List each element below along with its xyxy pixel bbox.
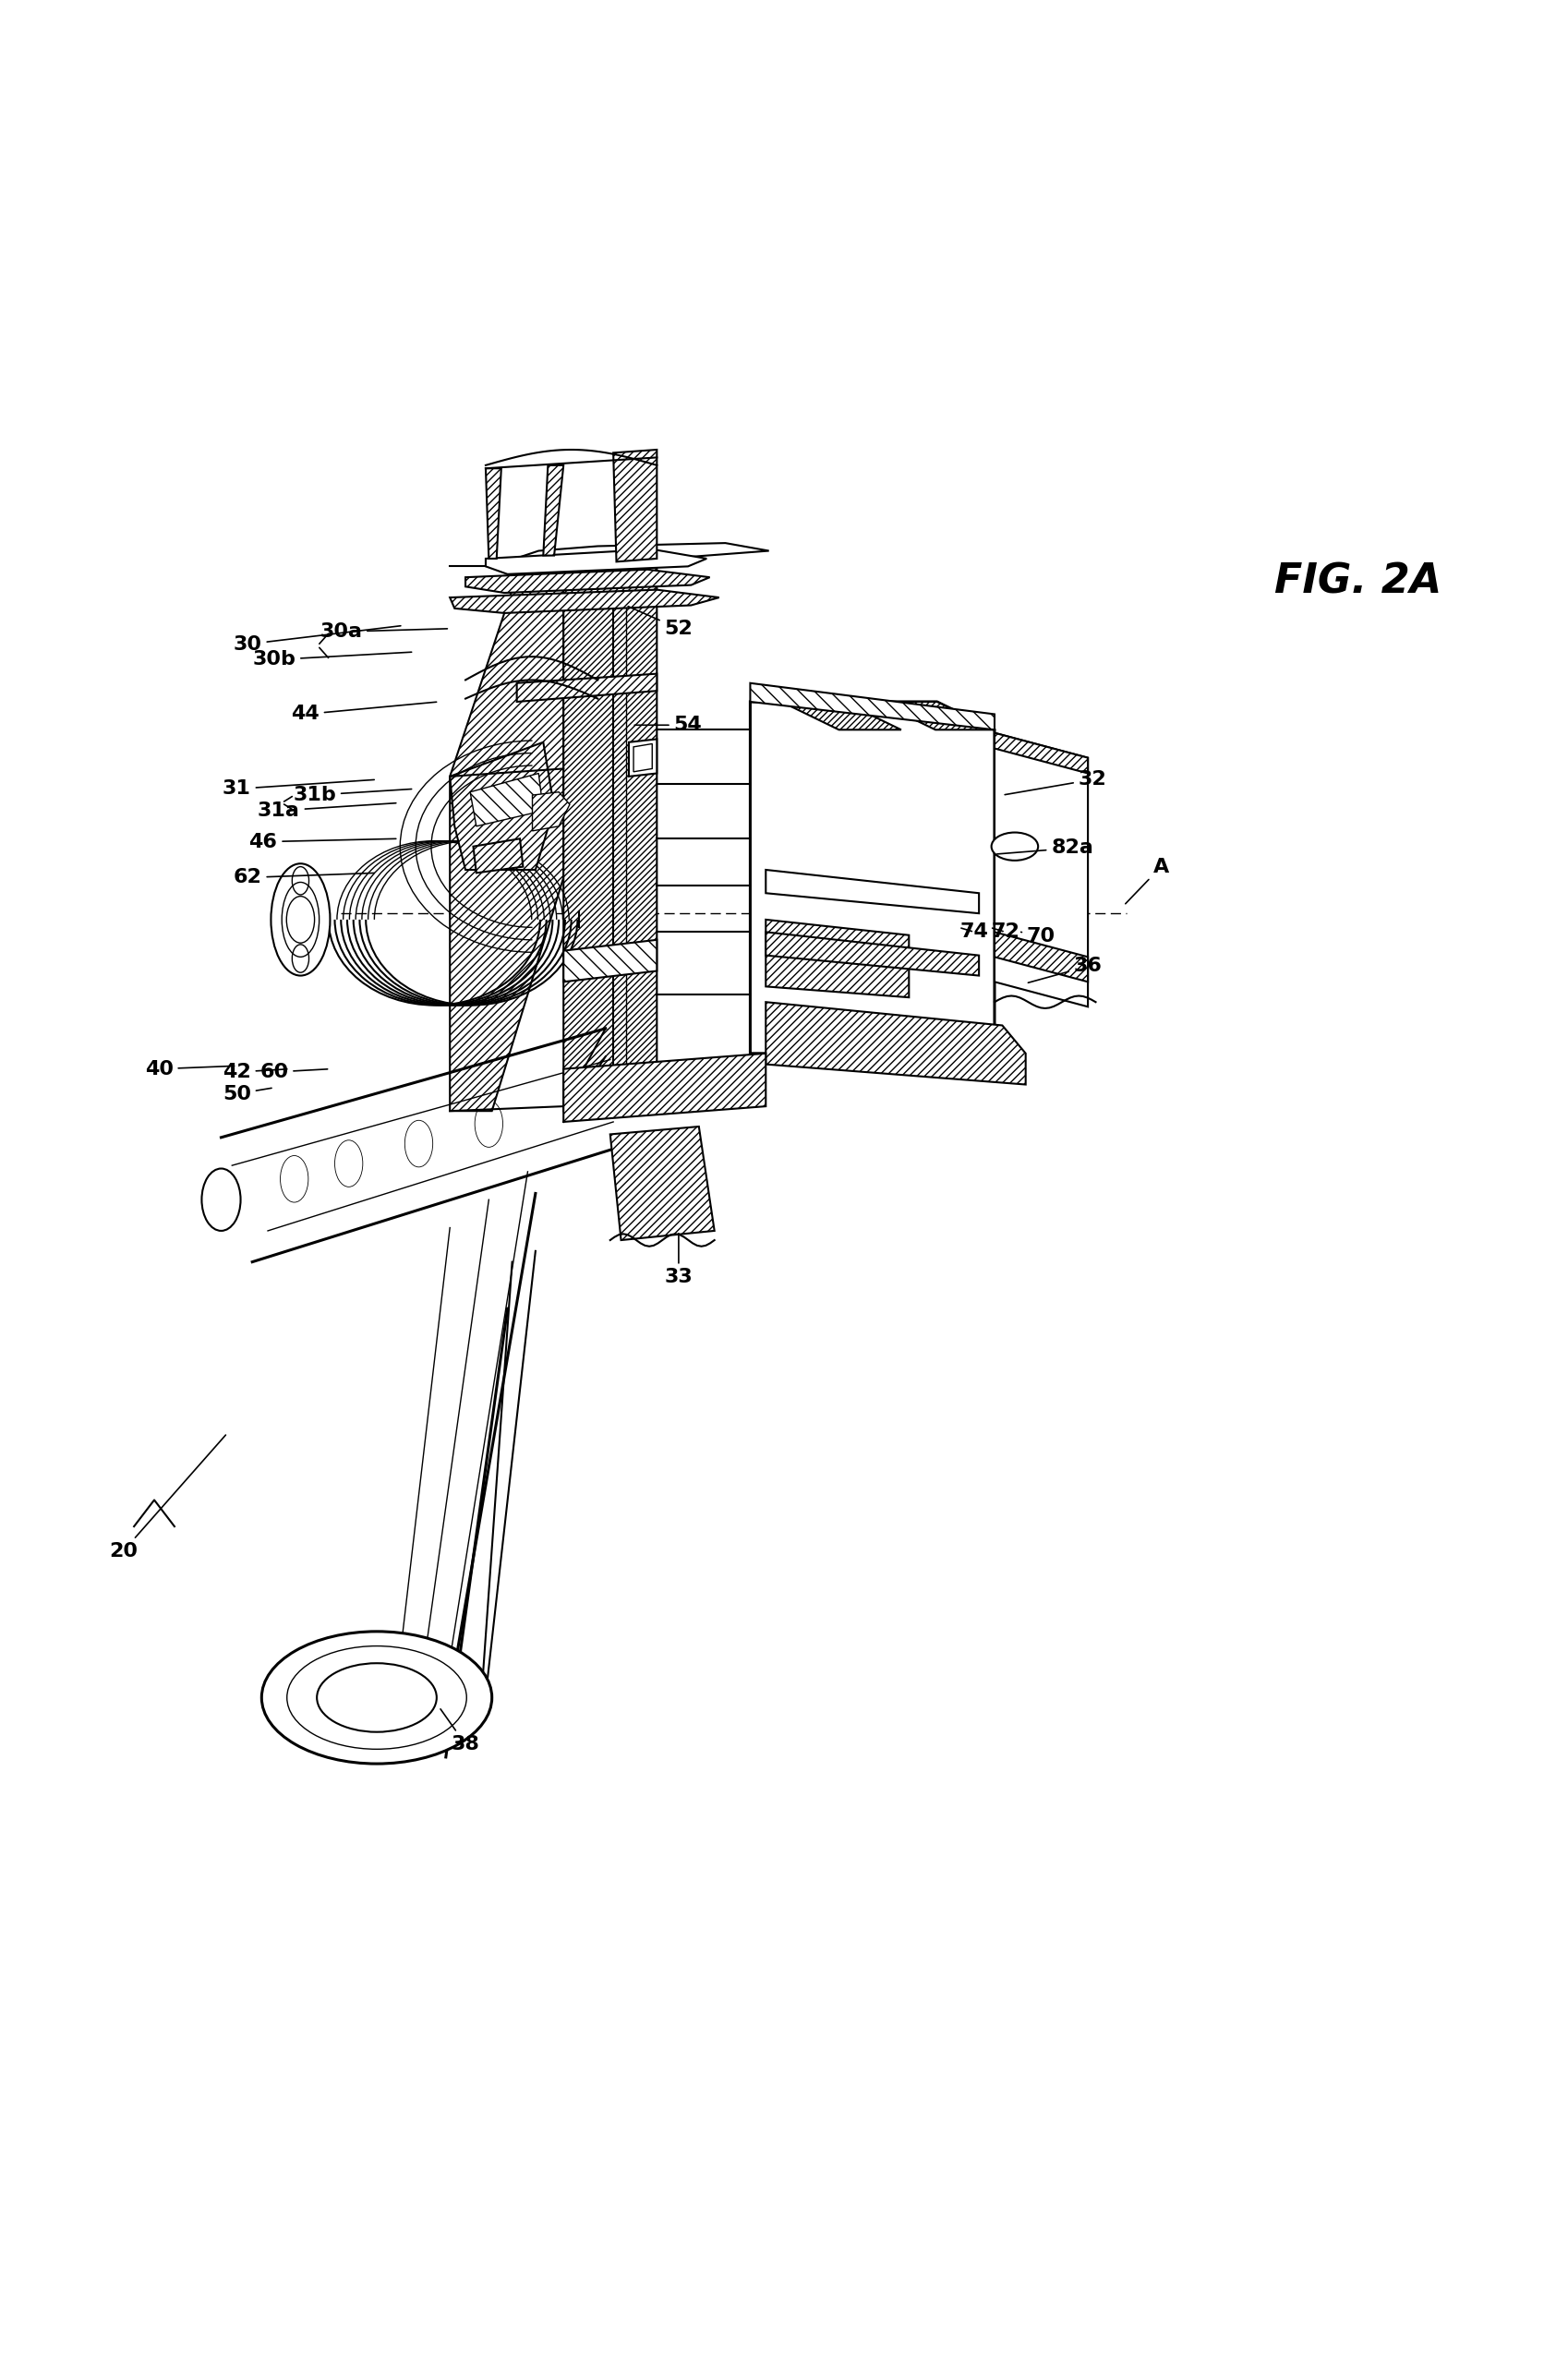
Text: FIG. 2A: FIG. 2A [1273,562,1441,602]
Polygon shape [750,702,994,1053]
Text: 60: 60 [260,1063,328,1082]
Text: 31b: 31b [293,787,411,805]
Polygon shape [629,739,657,777]
Text: 36: 36 [1027,957,1101,983]
Polygon shape [543,465,563,555]
Text: 42: 42 [223,1063,287,1082]
Polygon shape [466,569,709,593]
Text: 32: 32 [1004,770,1105,794]
Polygon shape [474,839,522,874]
Text: 52: 52 [627,607,693,638]
Polygon shape [765,1001,1025,1084]
Polygon shape [633,744,652,772]
Polygon shape [492,543,768,567]
Polygon shape [486,550,706,574]
Text: 82a: 82a [997,839,1093,857]
Text: 62: 62 [234,869,375,886]
Polygon shape [765,869,978,914]
Text: 44: 44 [290,702,436,723]
Polygon shape [610,1127,713,1240]
Polygon shape [450,742,554,869]
Text: 40: 40 [144,1061,234,1077]
Ellipse shape [271,864,329,976]
Polygon shape [532,791,569,831]
Text: 38: 38 [441,1710,480,1753]
Text: 20: 20 [108,1436,226,1561]
Text: 31a: 31a [257,801,395,820]
Text: 46: 46 [249,831,395,850]
Text: 54: 54 [633,716,702,735]
Polygon shape [486,468,500,557]
Polygon shape [450,590,718,614]
Polygon shape [613,449,657,562]
Polygon shape [516,673,657,702]
Polygon shape [563,1053,765,1122]
Text: 50: 50 [223,1084,271,1103]
Ellipse shape [991,831,1038,860]
Polygon shape [878,702,994,730]
Polygon shape [765,919,908,997]
Text: 33: 33 [665,1233,693,1287]
Text: 31: 31 [223,779,375,798]
Ellipse shape [262,1632,492,1764]
Text: 72: 72 [991,924,1019,942]
Polygon shape [994,933,1087,983]
Text: A: A [1124,857,1168,905]
Text: 70: 70 [1021,928,1055,945]
Text: 30a: 30a [320,624,447,640]
Polygon shape [750,683,994,730]
Polygon shape [994,732,1087,772]
Ellipse shape [317,1663,436,1731]
Polygon shape [563,550,657,1110]
Polygon shape [470,772,543,827]
Text: 30: 30 [234,626,400,654]
Text: 30b: 30b [252,650,411,668]
Polygon shape [450,567,563,1110]
Ellipse shape [202,1169,240,1231]
Text: 74: 74 [960,924,988,942]
Polygon shape [765,933,978,976]
Polygon shape [750,702,900,730]
Polygon shape [994,732,1087,1006]
Polygon shape [563,940,657,983]
